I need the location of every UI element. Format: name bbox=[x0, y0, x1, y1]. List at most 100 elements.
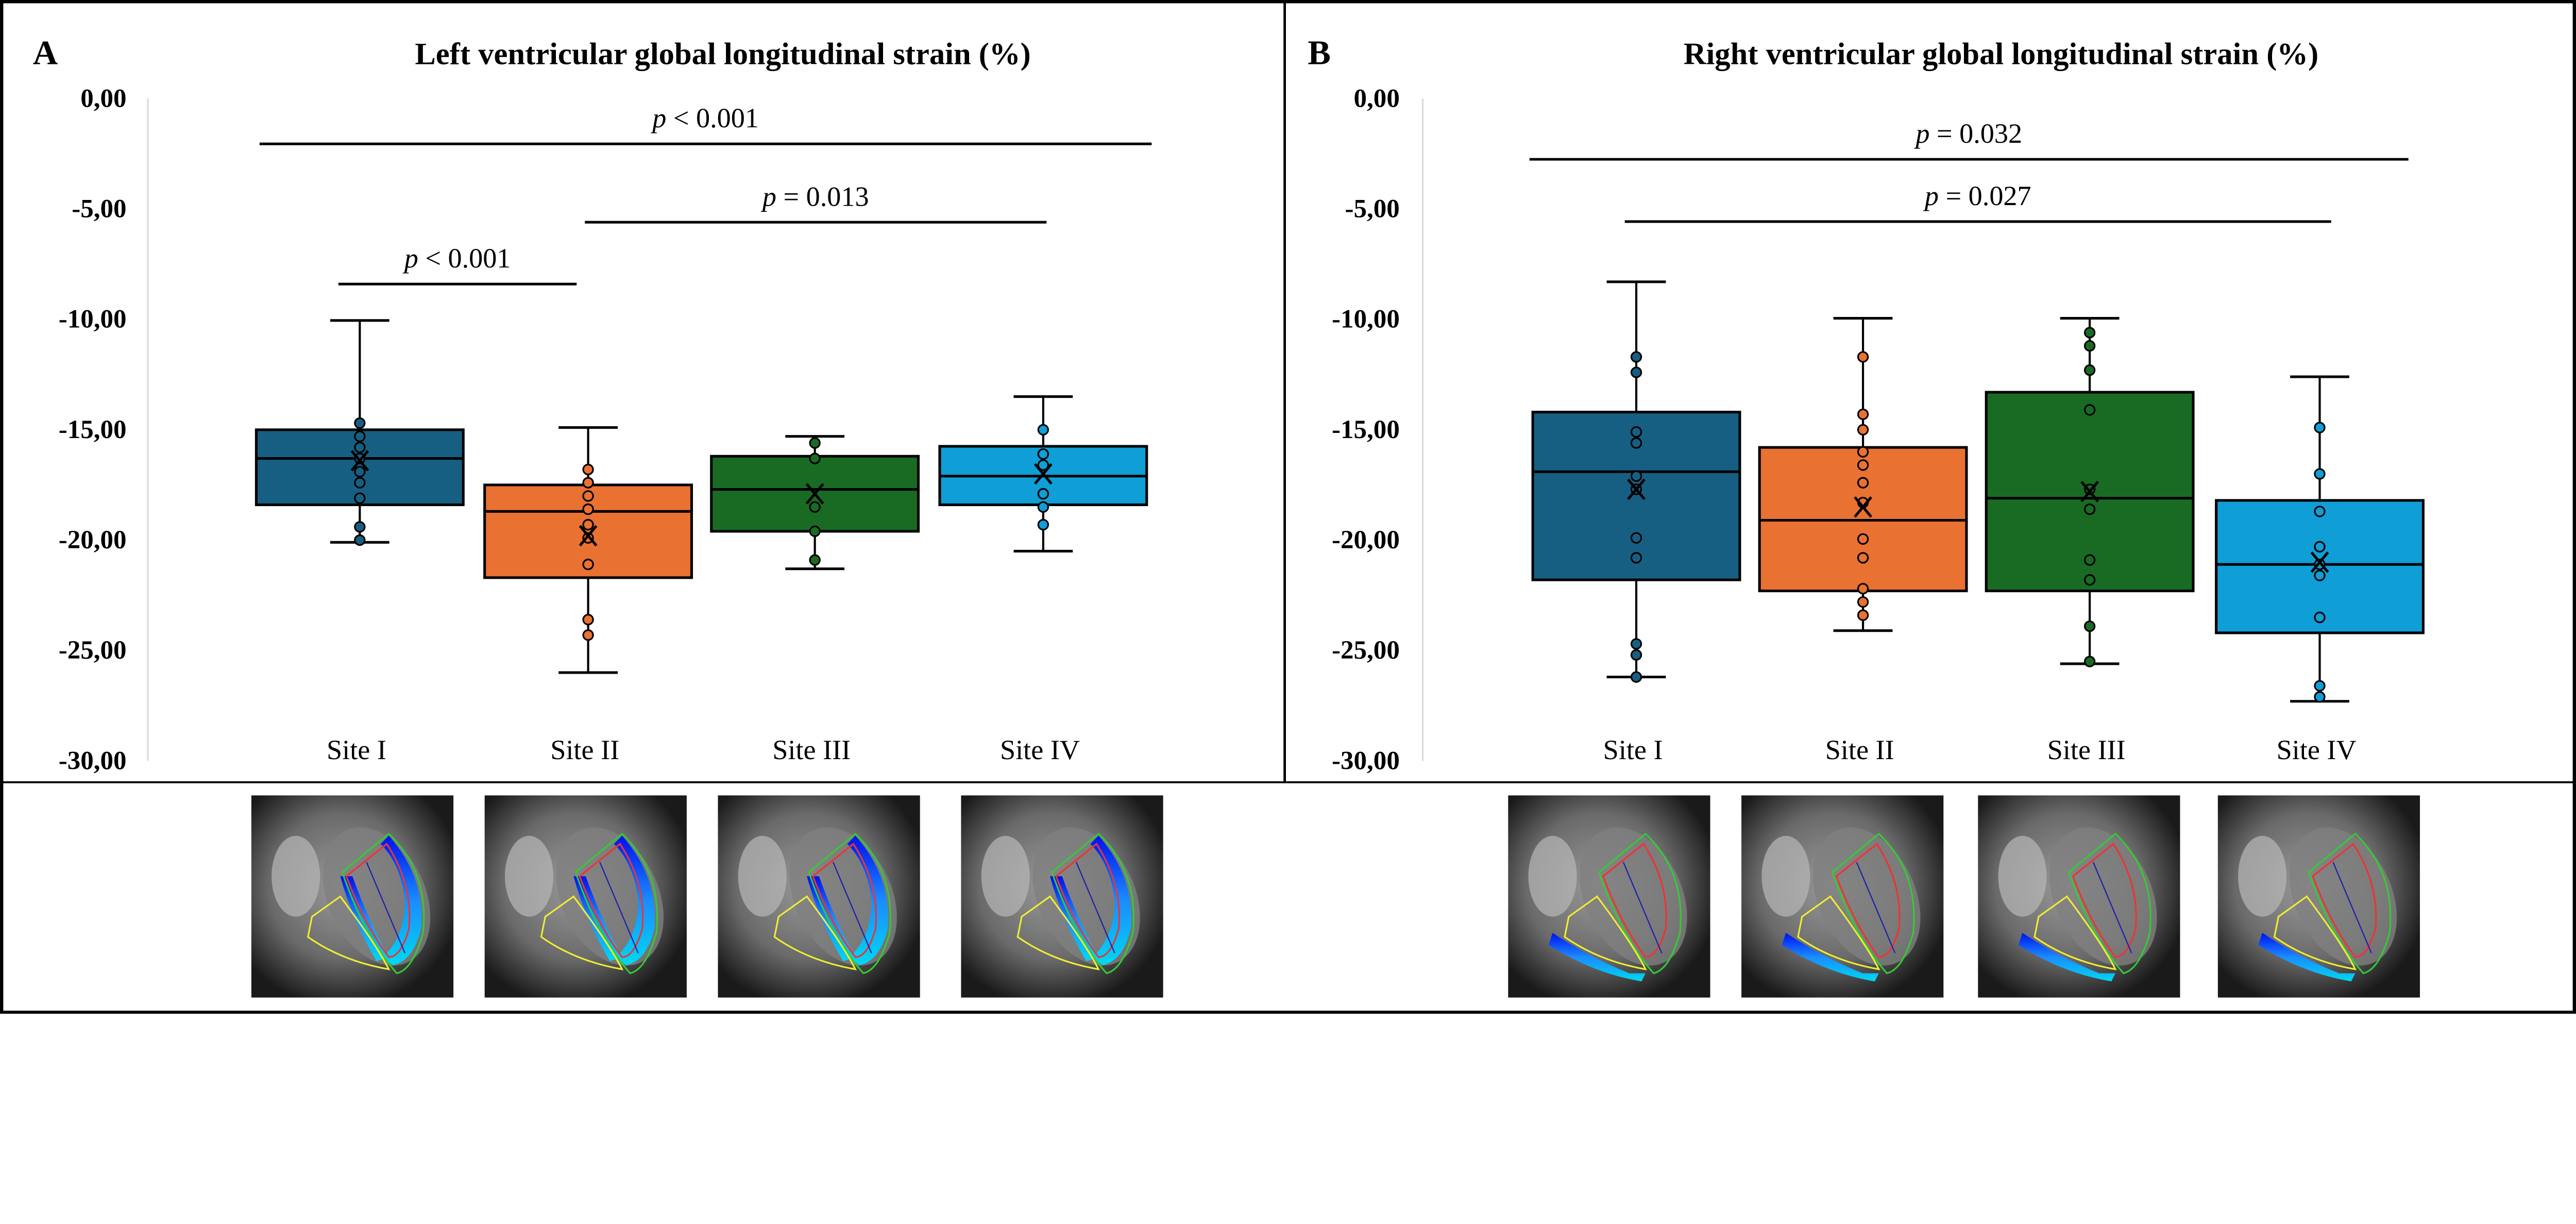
mean-marker bbox=[1854, 496, 1872, 518]
mri-thumbnail bbox=[1741, 795, 1944, 998]
y-tick-label: -15,00 bbox=[1332, 415, 1400, 444]
long-axis-line bbox=[2332, 862, 2372, 953]
long-axis-line bbox=[599, 862, 639, 953]
p-value-text: = 0.032 bbox=[1929, 118, 2022, 149]
heart-chamber bbox=[2049, 827, 2157, 966]
atrium-bright bbox=[504, 835, 554, 917]
data-point bbox=[2083, 574, 2096, 586]
chart-panel-b: B Right ventricular global longitudinal s… bbox=[1308, 33, 2425, 775]
data-point bbox=[582, 503, 594, 515]
rv-contour bbox=[2273, 895, 2357, 970]
p-value-label: p = 0.032 bbox=[1913, 118, 2022, 149]
data-point bbox=[1630, 366, 1642, 378]
endocardial-contour bbox=[1055, 843, 1120, 958]
chart-panel-a: A Left ventricular global longitudinal st… bbox=[33, 33, 1152, 775]
chart-title: Left ventricular global longitudinal str… bbox=[415, 37, 1030, 71]
data-point bbox=[1630, 437, 1642, 449]
data-point bbox=[1857, 446, 1869, 458]
data-point bbox=[2083, 364, 2096, 376]
data-point bbox=[2083, 656, 2096, 667]
data-point bbox=[2083, 340, 2096, 352]
data-point bbox=[2314, 422, 2326, 433]
long-axis-line bbox=[2092, 862, 2132, 953]
rv-contour bbox=[1016, 895, 1100, 970]
data-point bbox=[1630, 638, 1642, 650]
y-tick-label: -5,00 bbox=[1345, 194, 1400, 223]
data-point bbox=[1857, 477, 1869, 489]
data-point bbox=[1857, 351, 1869, 363]
epicardial-contour bbox=[574, 832, 658, 975]
box-site-i bbox=[1531, 280, 1741, 683]
y-tick-label: -30,00 bbox=[59, 746, 127, 775]
rv-strain-overlay bbox=[2018, 933, 2115, 982]
p-value-text: < 0.001 bbox=[666, 103, 759, 133]
category-label: Site IV bbox=[2277, 734, 2357, 765]
data-point bbox=[2314, 691, 2326, 703]
data-point bbox=[1630, 532, 1642, 544]
p-value-label: p < 0.001 bbox=[402, 243, 511, 274]
data-point bbox=[1037, 501, 1049, 513]
atrium-bright bbox=[738, 835, 787, 917]
endocardial-contour bbox=[345, 843, 411, 958]
y-tick-label: -20,00 bbox=[59, 526, 127, 555]
data-point bbox=[582, 558, 594, 571]
rv-contour bbox=[773, 895, 857, 970]
rv-contour bbox=[1797, 895, 1880, 970]
data-point bbox=[1037, 424, 1049, 436]
p-symbol: p bbox=[650, 103, 666, 133]
mri-thumbnail bbox=[961, 795, 1163, 998]
p-symbol: p bbox=[402, 243, 418, 274]
mean-marker bbox=[805, 483, 824, 505]
endocardial-contour bbox=[579, 843, 644, 958]
rv-contour bbox=[540, 895, 624, 970]
data-point bbox=[2314, 611, 2326, 624]
data-point bbox=[1857, 583, 1869, 595]
data-point bbox=[809, 501, 821, 513]
p-value-text: = 0.027 bbox=[1939, 180, 2031, 211]
atrium-bright bbox=[2238, 835, 2287, 917]
data-point bbox=[354, 534, 366, 546]
mri-thumbnail bbox=[2217, 795, 2420, 998]
category-label: Site II bbox=[1825, 734, 1894, 765]
p-symbol: p bbox=[760, 181, 776, 212]
chart-title: Right ventricular global longitudinal st… bbox=[1684, 37, 2318, 71]
data-point bbox=[809, 452, 821, 464]
epicardial-contour bbox=[2067, 832, 2151, 975]
mean-marker bbox=[350, 450, 369, 472]
data-point bbox=[2314, 468, 2326, 480]
epicardial-contour bbox=[808, 832, 891, 975]
heart-chamber bbox=[1813, 827, 1921, 966]
panel-label: B bbox=[1308, 33, 1331, 72]
mri-thumbnail bbox=[251, 795, 454, 998]
long-axis-line bbox=[832, 862, 872, 953]
data-point bbox=[2083, 503, 2096, 515]
mri-thumbnail bbox=[1978, 795, 2180, 998]
epicardial-contour bbox=[1598, 832, 1682, 975]
mri-thumbnail bbox=[1508, 795, 1710, 998]
lv-strain-overlay bbox=[1090, 835, 1131, 965]
epicardial-contour bbox=[1831, 832, 1915, 975]
heart-chamber bbox=[2289, 827, 2397, 966]
y-tick-label: -15,00 bbox=[59, 415, 127, 444]
heart-chamber bbox=[1580, 827, 1687, 966]
data-point bbox=[1630, 351, 1642, 363]
data-point bbox=[1037, 518, 1049, 531]
atrium-bright bbox=[1761, 835, 1810, 917]
data-point bbox=[1037, 448, 1049, 460]
category-label: Site IV bbox=[1000, 734, 1080, 765]
data-point bbox=[354, 492, 366, 504]
data-point bbox=[1037, 488, 1049, 500]
box-site-i bbox=[255, 319, 465, 546]
epicardial-contour bbox=[341, 832, 425, 975]
category-label: Site I bbox=[327, 734, 386, 765]
box-site-ii bbox=[1758, 316, 1968, 632]
data-point bbox=[582, 463, 594, 476]
data-point bbox=[2314, 569, 2326, 581]
category-label: Site II bbox=[550, 734, 619, 765]
y-tick-label: -20,00 bbox=[1332, 526, 1400, 555]
mri-thumbnail bbox=[484, 795, 687, 998]
data-point bbox=[354, 430, 366, 442]
data-point bbox=[582, 629, 594, 641]
y-tick-label: -25,00 bbox=[59, 636, 127, 665]
data-point bbox=[1857, 609, 1869, 621]
